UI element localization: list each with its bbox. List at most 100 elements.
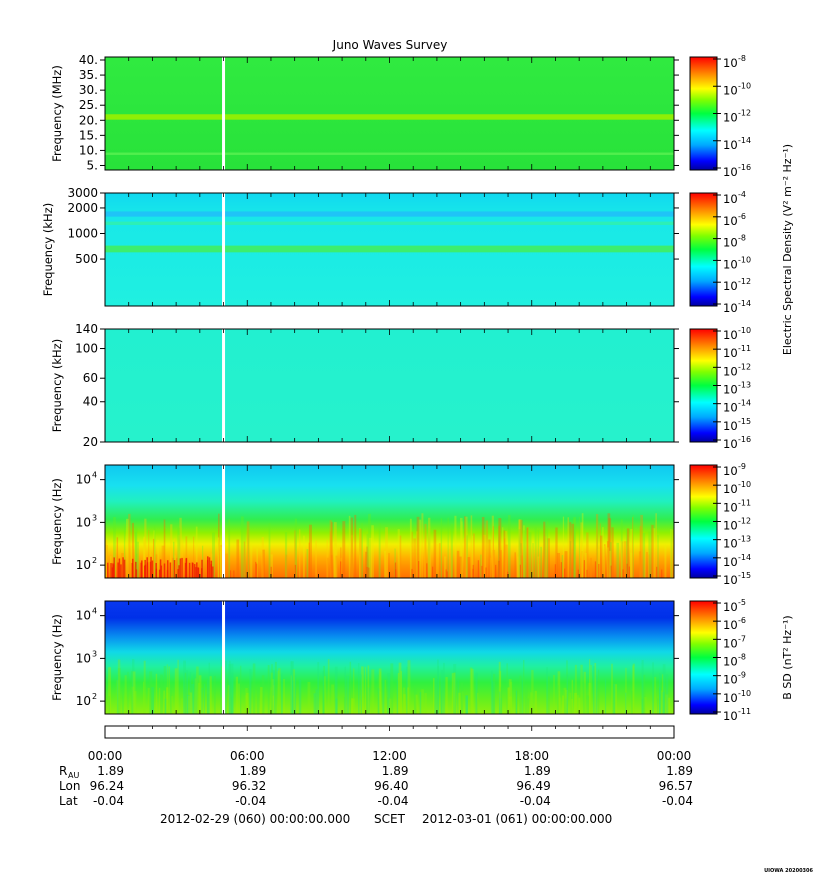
colorbar-tick-label: 10 (723, 419, 738, 433)
colorbar-p1 (689, 56, 718, 171)
colorbar-tick-label: 10 (723, 618, 738, 632)
y-axis-label-p3: Frequency (kHz) (50, 339, 64, 432)
colorbar-tick-exponent: -10 (738, 689, 751, 698)
footer-end-time: 2012-03-01 (061) 00:00:00.000 (422, 812, 612, 826)
spectrogram-texture-p5 (108, 659, 671, 714)
colorbar-tick-label: 10 (723, 437, 738, 451)
y-tick-exponent: 4 (92, 471, 97, 480)
footer-frame: SCET (374, 812, 406, 826)
colorbar-tick-label: 10 (723, 236, 738, 250)
colorbar-tick-label: 10 (723, 192, 738, 206)
colorbar-tick-exponent: -12 (738, 277, 751, 286)
ephemeris-value: 96.57 (659, 779, 693, 793)
panel-p1: 40.35.30.25.20.15.10.5. Frequency (MHz) 10… (50, 53, 751, 179)
y-tick-label: 35. (79, 68, 98, 82)
colorbar-tick-label: 10 (723, 519, 738, 533)
y-axis-label-p4: Frequency (Hz) (50, 478, 64, 565)
ephemeris-value: 96.40 (374, 779, 408, 793)
plot-title: Juno Waves Survey (332, 38, 448, 52)
y-tick-label: 10 (76, 609, 91, 623)
data-gap-p3 (222, 329, 226, 442)
y-tick-exponent: 2 (92, 692, 97, 701)
colorbar-tick-label: 10 (723, 555, 738, 569)
ephemeris-value: -0.04 (235, 794, 266, 808)
ephemeris-value: 96.32 (232, 779, 266, 793)
ephemeris-value: 1.89 (524, 764, 551, 778)
y-tick-label: 2000 (67, 201, 98, 215)
colorbar-tick-label: 10 (723, 464, 738, 478)
colorbar-tick-exponent: -9 (738, 671, 746, 680)
y-tick-label: 40 (83, 395, 98, 409)
ephemeris-value: -0.04 (377, 794, 408, 808)
y-tick-label: 10 (76, 651, 91, 665)
y-tick-label: 100 (75, 342, 98, 356)
ephemeris-table: R AU 1.89 1.89 1.89 1.89 1.89 Lon 96.24 96.32 96.4… (59, 764, 693, 808)
ephemeris-row-subscript: AU (68, 771, 79, 780)
colorbar-tick-label: 10 (723, 83, 738, 97)
x-tick-label: 18:00 (514, 749, 549, 763)
colorbar-tick-exponent: -15 (738, 417, 751, 426)
colorbar-tick-label: 10 (723, 165, 738, 179)
colorbar-tick-exponent: -8 (738, 54, 746, 63)
ephemeris-value: -0.04 (520, 794, 551, 808)
colorbar-tick-exponent: -14 (738, 136, 751, 145)
colorbar-tick-label: 10 (723, 138, 738, 152)
colorbar-label-p2: Electric Spectral Density (V² m⁻² Hz⁻¹) (781, 144, 794, 355)
colorbar-tick-exponent: -7 (738, 634, 746, 643)
colorbar-tick-exponent: -8 (738, 234, 746, 243)
ephemeris-value: 1.89 (666, 764, 693, 778)
colorbar-tick-exponent: -15 (738, 571, 751, 580)
data-gap-p4 (222, 465, 226, 578)
ephemeris-row-label: Lon (59, 779, 80, 793)
emission-band-p1-0 (105, 114, 674, 120)
ephemeris-value: 96.49 (516, 779, 550, 793)
colorbar-tick-label: 10 (723, 673, 738, 687)
emission-band-p2-0 (105, 211, 674, 217)
colorbar-tick-exponent: -13 (738, 381, 751, 390)
colorbar-tick-label: 10 (723, 537, 738, 551)
colorbar-tick-label: 10 (723, 383, 738, 397)
x-axis: 00:00 06:00 12:00 18:00 00:00 (88, 726, 691, 763)
colorbar-tick-label: 10 (723, 301, 738, 315)
emission-band-p2-2 (105, 245, 674, 253)
colorbar-tick-label: 10 (723, 111, 738, 125)
colorbar-tick-exponent: -6 (738, 212, 746, 221)
colorbar-tick-label: 10 (723, 346, 738, 360)
colorbar-tick-label: 10 (723, 279, 738, 293)
x-tick-label: 06:00 (230, 749, 265, 763)
credit-stamp: UIOWA 20200306 (764, 868, 813, 874)
colorbar-tick-exponent: -8 (738, 653, 746, 662)
colorbar-p3 (689, 328, 718, 443)
colorbar-tick-exponent: -16 (738, 435, 751, 444)
colorbar-tick-exponent: -11 (738, 344, 751, 353)
ephemeris-value: -0.04 (662, 794, 693, 808)
colorbar-tick-exponent: -14 (738, 553, 751, 562)
ephemeris-value: 1.89 (97, 764, 124, 778)
colorbar-tick-label: 10 (723, 364, 738, 378)
y-tick-label: 500 (75, 252, 98, 266)
emission-band-p2-1 (105, 221, 674, 225)
y-tick-label: 10. (79, 143, 98, 157)
y-tick-label: 140 (75, 322, 98, 336)
x-tick-label: 12:00 (372, 749, 407, 763)
y-tick-exponent: 2 (92, 556, 97, 565)
colorbar-tick-exponent: -11 (738, 498, 751, 507)
spectrogram-p3 (105, 329, 674, 442)
y-tick-label: 20 (83, 435, 98, 449)
y-tick-label: 25. (79, 98, 98, 112)
colorbar-tick-label: 10 (723, 500, 738, 514)
colorbar-tick-exponent: -12 (738, 362, 751, 371)
colorbar-tick-exponent: -14 (738, 299, 751, 308)
ephemeris-value: -0.04 (93, 794, 124, 808)
colorbar-tick-label: 10 (723, 709, 738, 723)
y-tick-label: 10 (76, 473, 91, 487)
colorbar-tick-label: 10 (723, 401, 738, 415)
ephemeris-value: 1.89 (382, 764, 409, 778)
emission-band-p1-1 (105, 152, 674, 155)
spectrogram-p5 (105, 601, 674, 714)
y-tick-exponent: 3 (92, 649, 97, 658)
y-tick-label: 30. (79, 83, 98, 97)
y-tick-label: 5. (87, 158, 98, 172)
